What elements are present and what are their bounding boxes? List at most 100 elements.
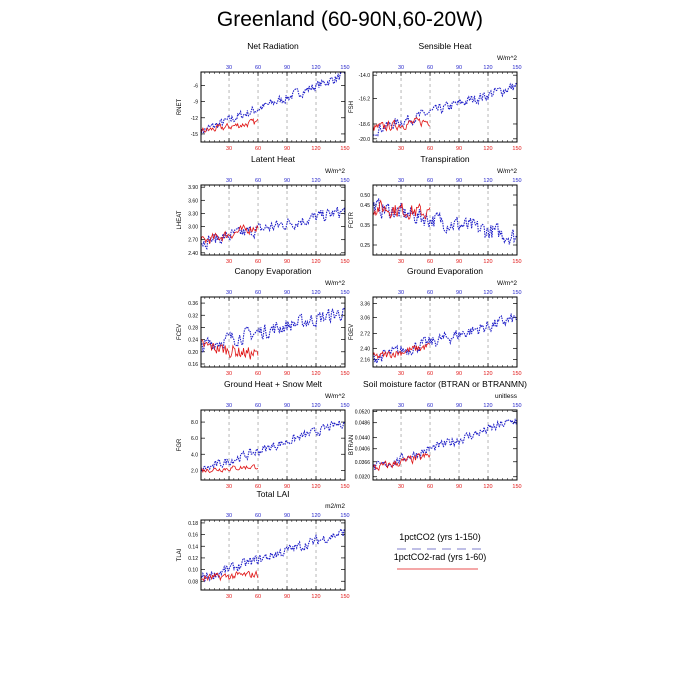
x-tick-label-top: 90	[284, 513, 290, 519]
series-line-1pctco2-rad	[200, 117, 259, 134]
x-tick-label-top: 120	[311, 290, 320, 296]
y-tick-label: 0.08	[188, 579, 198, 585]
x-tick-label-top: 60	[255, 178, 261, 184]
y-tick-label: -15	[191, 132, 198, 138]
series-line-1pctco2-rad	[372, 199, 431, 220]
x-tick-label-top: 150	[512, 178, 521, 184]
chart-panel: Canopy Evaporation W/m^2 FCEV 30 30 60 60 90 90 1…	[177, 266, 350, 377]
x-tick-label-top: 60	[427, 290, 433, 296]
x-tick-label-bottom: 150	[512, 259, 521, 265]
chart-panel: Latent Heat W/m^2 LHEAT 30 30 60 60 90 90 120 120 1…	[177, 154, 350, 265]
x-tick-label-top: 60	[255, 513, 261, 519]
x-tick-label-bottom: 60	[255, 594, 261, 600]
series-line-1pctco2-rad	[200, 224, 259, 244]
x-tick-label-top: 30	[226, 290, 232, 296]
x-tick-label-bottom: 150	[512, 371, 521, 377]
y-tick-label: 0.0520	[355, 410, 371, 416]
y-tick-label: 0.50	[360, 193, 370, 199]
panel-title: Soil moisture factor (BTRAN or BTRANMN)	[363, 379, 527, 389]
units-label: W/m^2	[325, 168, 345, 175]
x-tick-label-top: 30	[398, 178, 404, 184]
series-line-1pctco2-rad	[200, 339, 259, 360]
y-tick-label: -18.6	[359, 122, 371, 128]
y-tick-label: 0.0366	[355, 460, 371, 466]
y-tick-label: 0.32	[188, 313, 198, 319]
x-tick-label-top: 90	[456, 290, 462, 296]
x-tick-label-top: 90	[284, 178, 290, 184]
plot-frame	[200, 519, 346, 591]
y-axis-label: FCTR	[349, 211, 355, 228]
y-tick-label: 3.90	[188, 185, 198, 191]
x-tick-label-top: 120	[311, 65, 320, 71]
y-tick-label: 0.45	[360, 203, 370, 209]
x-tick-label-bottom: 150	[340, 371, 349, 377]
chart-panel: Soil moisture factor (BTRAN or BTRANMN) u…	[349, 379, 527, 490]
legend-label-1pctco2: 1pctCO2 (yrs 1-150)	[399, 532, 481, 542]
y-tick-label: -16.2	[359, 97, 371, 103]
y-tick-label: 3.00	[188, 225, 198, 231]
units-label: W/m^2	[497, 280, 517, 287]
y-tick-label: 3.06	[360, 316, 370, 322]
x-tick-label-top: 90	[284, 290, 290, 296]
units-label: W/m^2	[497, 168, 517, 175]
x-tick-label-bottom: 90	[284, 259, 290, 265]
x-tick-label-top: 150	[340, 513, 349, 519]
x-tick-label-bottom: 120	[311, 259, 320, 265]
x-tick-label-bottom: 120	[311, 594, 320, 600]
series-line-1pctco2	[372, 82, 518, 137]
series-line-1pctco2	[200, 527, 346, 583]
x-tick-label-top: 90	[456, 403, 462, 409]
x-tick-label-top: 150	[340, 178, 349, 184]
panel-title: Ground Evaporation	[407, 266, 483, 276]
x-tick-label-bottom: 60	[427, 484, 433, 490]
x-tick-label-bottom: 30	[398, 259, 404, 265]
y-axis-label: RNET	[177, 99, 183, 116]
x-tick-label-top: 150	[340, 290, 349, 296]
x-tick-label-bottom: 30	[398, 371, 404, 377]
plot-frame	[372, 71, 518, 143]
x-tick-label-bottom: 30	[226, 146, 232, 152]
x-tick-label-bottom: 120	[311, 484, 320, 490]
y-tick-label: 3.60	[188, 198, 198, 204]
x-tick-label-bottom: 60	[427, 259, 433, 265]
y-tick-label: 2.0	[191, 468, 198, 474]
y-tick-label: 8.0	[191, 420, 198, 426]
x-tick-label-top: 90	[284, 65, 290, 71]
series-line-1pctco2	[372, 418, 518, 471]
series-line-1pctco2	[372, 198, 518, 245]
page-title: Greenland (60-90N,60-20W)	[216, 8, 484, 31]
x-tick-label-top: 30	[226, 178, 232, 184]
x-tick-label-top: 30	[398, 65, 404, 71]
series-line-1pctco2-rad	[372, 452, 431, 472]
x-tick-label-bottom: 30	[226, 371, 232, 377]
x-tick-label-top: 30	[398, 290, 404, 296]
x-tick-label-bottom: 30	[398, 146, 404, 152]
x-tick-label-bottom: 60	[427, 146, 433, 152]
y-tick-label: 0.16	[188, 362, 198, 368]
x-tick-label-top: 120	[483, 290, 492, 296]
y-tick-label: 2.40	[188, 251, 198, 257]
series-line-1pctco2-rad	[200, 464, 259, 474]
x-tick-label-bottom: 150	[340, 146, 349, 152]
chart-panel: Total LAI m2/m2 TLAI 30 30 60 60 90 90 120 120 150 1…	[177, 489, 350, 600]
x-tick-label-bottom: 90	[284, 484, 290, 490]
x-tick-label-bottom: 90	[456, 484, 462, 490]
x-tick-label-top: 150	[512, 290, 521, 296]
y-axis-label: FCEV	[177, 324, 183, 340]
x-tick-label-bottom: 30	[398, 484, 404, 490]
y-tick-label: -14.0	[359, 73, 371, 79]
y-tick-label: 0.0440	[355, 436, 371, 442]
x-tick-label-bottom: 60	[255, 484, 261, 490]
panel-title: Ground Heat + Snow Melt	[224, 379, 323, 389]
y-tick-label: 0.12	[188, 556, 198, 562]
y-tick-label: 0.35	[360, 223, 370, 229]
x-tick-label-bottom: 90	[456, 371, 462, 377]
x-tick-label-bottom: 90	[456, 146, 462, 152]
x-tick-label-bottom: 120	[483, 371, 492, 377]
y-axis-label: FSH	[349, 101, 355, 113]
plot-frame	[372, 184, 518, 256]
x-tick-label-top: 60	[255, 403, 261, 409]
x-tick-label-top: 120	[483, 403, 492, 409]
y-tick-label: 0.0320	[355, 475, 371, 481]
